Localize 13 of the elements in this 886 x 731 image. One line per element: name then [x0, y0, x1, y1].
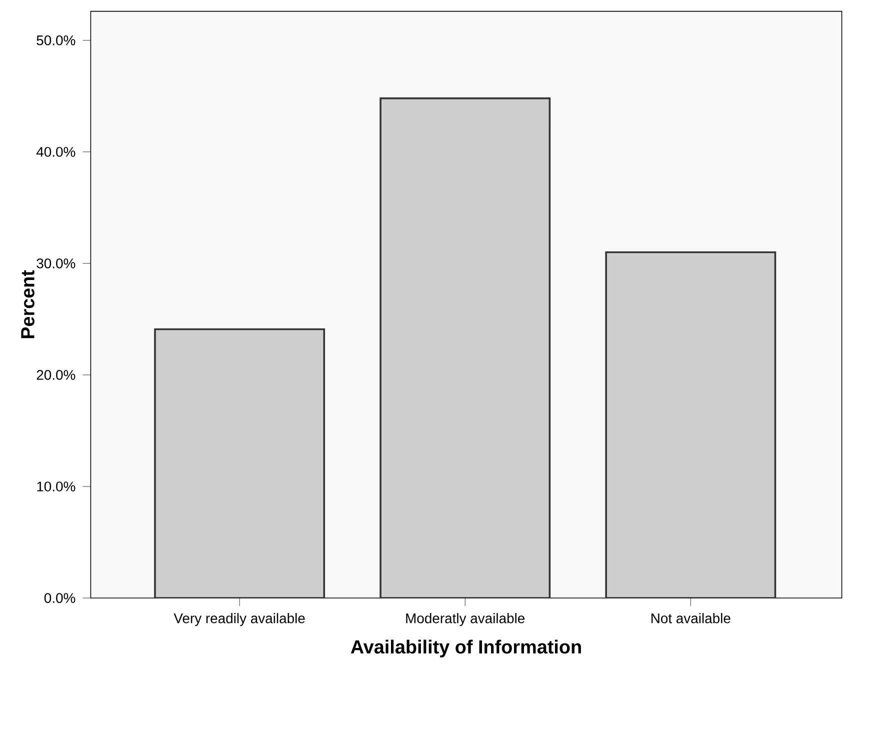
y-tick-label: 30.0%: [36, 258, 76, 268]
y-axis-title: Percent: [21, 270, 34, 338]
x-tick-label: Very readily available: [174, 612, 305, 626]
y-tick-label: 50.0%: [36, 35, 76, 46]
x-tick-label: Not available: [652, 612, 730, 624]
y-tick-label: 0.0%: [44, 593, 76, 603]
bar: [605, 251, 776, 598]
y-tick-label: 10.0%: [37, 481, 76, 492]
x-tick-label: Moderatly available: [406, 612, 525, 626]
y-tick-label: 40.0%: [36, 146, 76, 157]
bar: [154, 328, 326, 598]
y-tick-label: 20.0%: [36, 370, 76, 380]
x-axis-title: Availability of Information: [350, 640, 581, 658]
